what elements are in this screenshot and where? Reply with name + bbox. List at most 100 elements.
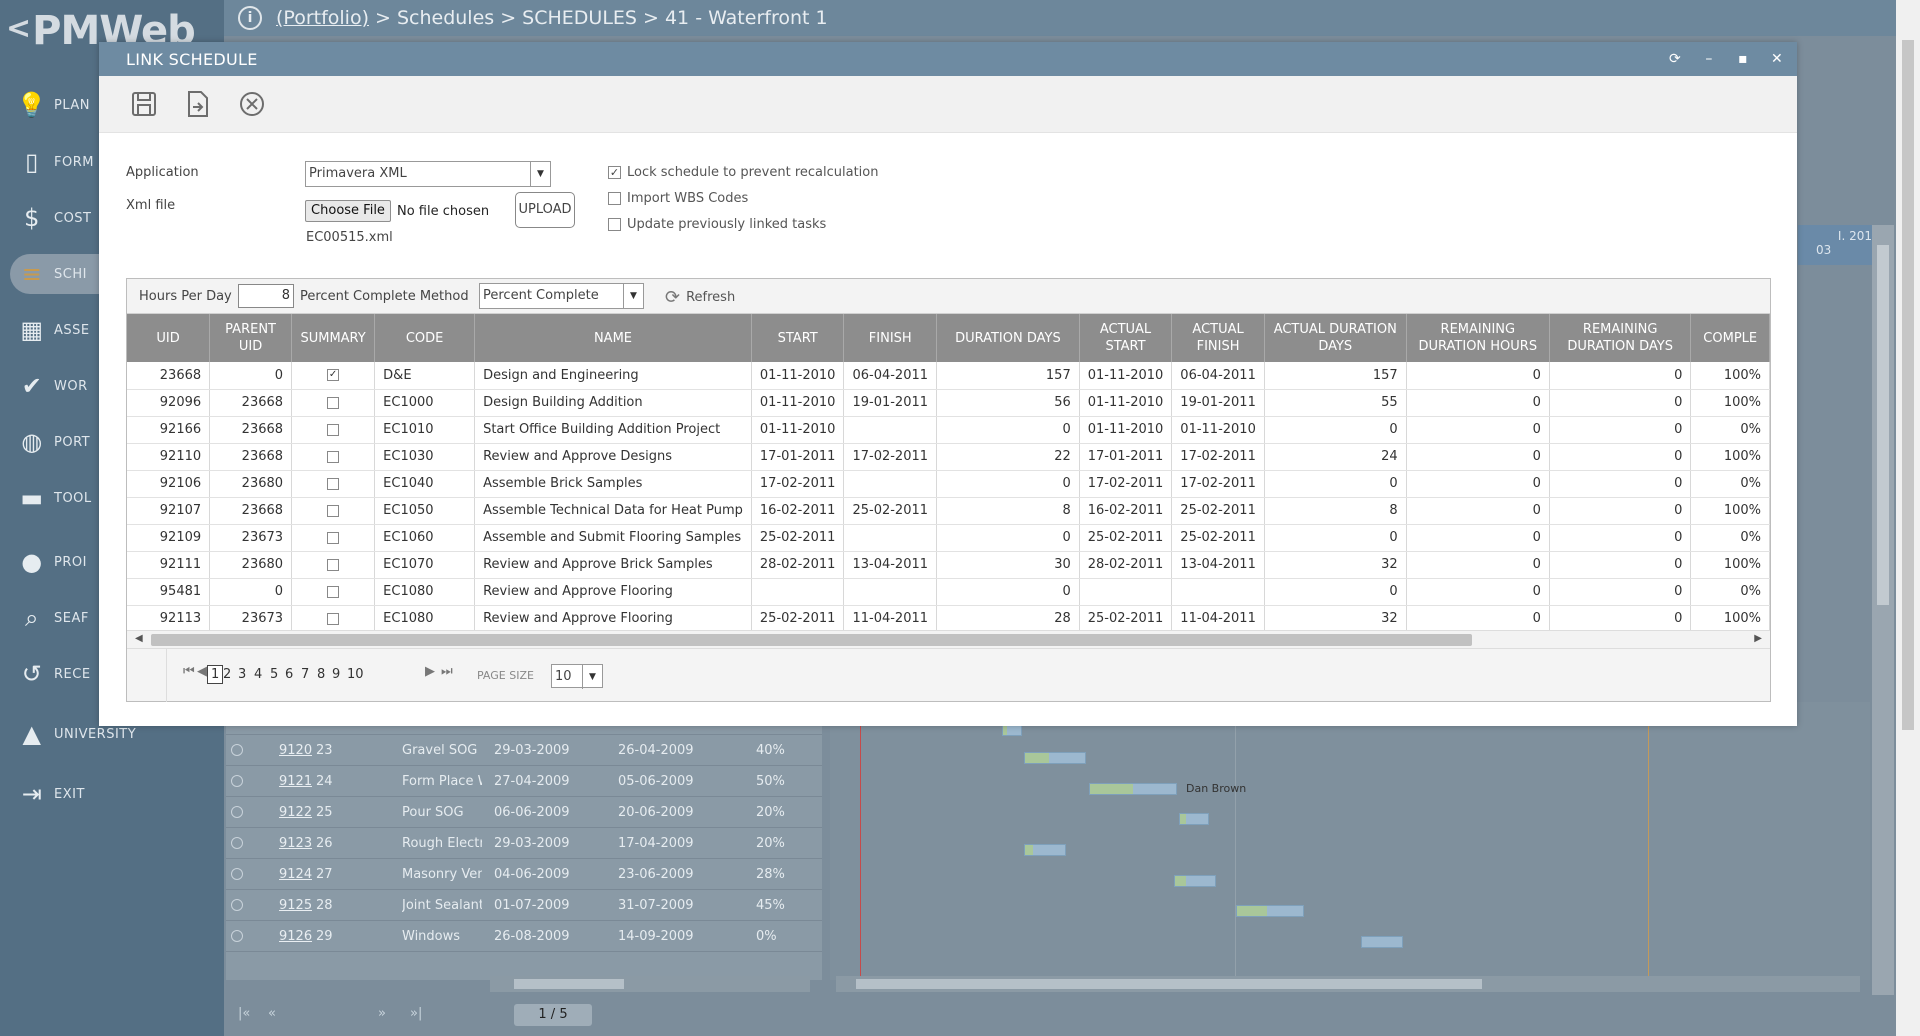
column-header[interactable]: ACTUAL FINISH: [1171, 314, 1265, 362]
chevron-down-icon[interactable]: ▼: [623, 284, 643, 308]
bg-vertical-scrollbar[interactable]: [1872, 225, 1894, 995]
gantt-bar[interactable]: [1236, 905, 1304, 917]
table-row[interactable]: 92113 23673 EC1080 Review and Approve Floor…: [127, 605, 1770, 630]
table-row[interactable]: 23668 0 ✓ D&E Design and Engineering 01-11-20…: [127, 362, 1770, 390]
page-number-10[interactable]: 10: [347, 667, 364, 682]
update-linked-tasks-checkbox[interactable]: Update previously linked tasks: [608, 217, 826, 232]
import-file-icon[interactable]: [183, 89, 213, 119]
next-page-icon[interactable]: ▶: [425, 664, 435, 679]
page-number-4[interactable]: 4: [254, 667, 263, 682]
sidebar-item-plan[interactable]: 💡 PLAN: [10, 85, 220, 125]
table-row[interactable]: 92111 23680 EC1070 Review and Approve Brick…: [127, 551, 1770, 579]
sidebar-item-asse[interactable]: ▦ ASSE: [10, 310, 220, 350]
hours-per-day-input[interactable]: 8: [238, 284, 294, 308]
task-link[interactable]: 9126: [279, 929, 313, 944]
refresh-button[interactable]: ⟳ Refresh: [665, 287, 736, 308]
checkbox-icon[interactable]: [327, 423, 340, 436]
cancel-icon[interactable]: [237, 89, 267, 119]
task-link[interactable]: 9121: [279, 774, 313, 789]
table-row[interactable]: 92106 23680 EC1040 Assemble Brick Samples 17…: [127, 470, 1770, 498]
chevron-down-icon[interactable]: ▼: [530, 162, 550, 186]
import-wbs-checkbox[interactable]: Import WBS Codes: [608, 191, 748, 206]
bg-gantt-scrollbar[interactable]: [836, 976, 1860, 992]
page-number-9[interactable]: 9: [332, 667, 341, 682]
page-number-5[interactable]: 5: [270, 667, 279, 682]
application-select[interactable]: Primavera XML ▼: [305, 161, 551, 187]
column-header[interactable]: NAME: [474, 314, 752, 362]
column-header[interactable]: REMAINING DURATION HOURS: [1406, 314, 1550, 362]
prev-page-icon[interactable]: «: [268, 1006, 276, 1021]
lock-schedule-checkbox[interactable]: ✓ Lock schedule to prevent recalculation: [608, 165, 879, 180]
last-page-icon[interactable]: »|: [410, 1006, 423, 1021]
row-select-icon[interactable]: [231, 775, 243, 787]
scroll-right-icon[interactable]: ▶: [1754, 633, 1762, 644]
minimize-icon[interactable]: –: [1705, 51, 1713, 67]
table-row[interactable]: 92166 23668 EC1010 Start Office Building Ad…: [127, 416, 1770, 444]
background-table-row[interactable]: 9123 26 Rough Electri 29-03-2009 17-04-2009 2…: [226, 828, 822, 859]
background-table-row[interactable]: 9120 23 Gravel SOG 29-03-2009 26-04-2009 40%: [226, 735, 822, 766]
checkbox-icon[interactable]: [327, 585, 340, 598]
checkbox-icon[interactable]: [327, 612, 340, 625]
sidebar-item-wor[interactable]: ✔ WOR: [10, 366, 220, 406]
next-page-icon[interactable]: »: [378, 1006, 386, 1021]
close-icon[interactable]: ✕: [1770, 51, 1784, 67]
checkbox-icon[interactable]: [327, 504, 340, 517]
background-table-row[interactable]: 9124 27 Masonry Ven 04-06-2009 23-06-2009 28%: [226, 859, 822, 890]
column-header[interactable]: DURATION DAYS: [936, 314, 1080, 362]
checkbox-icon[interactable]: [327, 450, 340, 463]
checkbox-icon[interactable]: [327, 396, 340, 409]
column-header[interactable]: PARENT UID: [209, 314, 293, 362]
row-select-icon[interactable]: [231, 837, 243, 849]
background-table-row[interactable]: 9122 25 Pour SOG 06-06-2009 20-06-2009 20%: [226, 797, 822, 828]
column-header[interactable]: START: [751, 314, 845, 362]
checkbox-checked-icon[interactable]: ✓: [327, 369, 340, 382]
column-header[interactable]: SUMMARY: [291, 314, 376, 362]
page-number-8[interactable]: 8: [317, 667, 326, 682]
sidebar-item-tool[interactable]: ▬ TOOL: [10, 478, 220, 518]
checkbox-icon[interactable]: [608, 192, 621, 205]
gantt-bar[interactable]: [1024, 844, 1066, 856]
column-header[interactable]: CODE: [374, 314, 476, 362]
sidebar-item-university[interactable]: ▲ UNIVERSITY: [10, 714, 220, 754]
column-header[interactable]: FINISH: [843, 314, 938, 362]
gantt-bar[interactable]: [1174, 875, 1216, 887]
checkbox-icon[interactable]: [327, 531, 340, 544]
page-number-6[interactable]: 6: [285, 667, 294, 682]
background-table-row[interactable]: 9126 29 Windows 26-08-2009 14-09-2009 0%: [226, 921, 822, 952]
table-row[interactable]: 92110 23668 EC1030 Review and Approve Desig…: [127, 443, 1770, 471]
info-icon[interactable]: i: [238, 6, 262, 30]
column-header[interactable]: REMAINING DURATION DAYS: [1549, 314, 1692, 362]
page-number-1[interactable]: 1: [207, 665, 224, 684]
table-row[interactable]: 92107 23668 EC1050 Assemble Technical Data …: [127, 497, 1770, 525]
scrollbar-thumb[interactable]: [151, 634, 1472, 646]
sidebar-item-form[interactable]: ▯ FORM: [10, 142, 220, 182]
task-link[interactable]: 9122: [279, 805, 313, 820]
table-row[interactable]: 92109 23673 EC1060 Assemble and Submit Floo…: [127, 524, 1770, 552]
table-row[interactable]: 92096 23668 EC1000 Design Building Addition…: [127, 389, 1770, 417]
row-select-icon[interactable]: [231, 899, 243, 911]
page-indicator[interactable]: 1 / 5: [514, 1004, 592, 1026]
row-select-icon[interactable]: [231, 930, 243, 942]
choose-file-button[interactable]: Choose File: [305, 200, 391, 222]
gantt-bar[interactable]: [1089, 783, 1177, 795]
background-table-row[interactable]: 9125 28 Joint Sealant 01-07-2009 31-07-2009 4…: [226, 890, 822, 921]
sidebar-item-seaf[interactable]: ⌕ SEAF: [10, 598, 220, 638]
checkbox-icon[interactable]: [327, 477, 340, 490]
background-table-row[interactable]: 9121 24 Form Place W 27-04-2009 05-06-2009 50…: [226, 766, 822, 797]
column-header[interactable]: COMPLE: [1690, 314, 1770, 362]
column-header[interactable]: ACTUAL START: [1079, 314, 1173, 362]
task-link[interactable]: 9123: [279, 836, 313, 851]
sidebar-item-cost[interactable]: $ COST: [10, 198, 220, 238]
bg-horizontal-scrollbar[interactable]: [490, 976, 810, 992]
page-size-select[interactable]: 10 ▼: [551, 664, 603, 689]
prev-page-icon[interactable]: ◀: [197, 664, 207, 679]
sidebar-item-exit[interactable]: ⇥ EXIT: [10, 774, 220, 814]
refresh-window-icon[interactable]: ⟳: [1668, 51, 1682, 67]
scroll-left-icon[interactable]: ◀: [135, 633, 143, 644]
column-header[interactable]: ACTUAL DURATION DAYS: [1264, 314, 1407, 362]
page-number-7[interactable]: 7: [301, 667, 310, 682]
first-page-icon[interactable]: |«: [238, 1006, 251, 1021]
sidebar-item-rece[interactable]: ↺ RECE: [10, 654, 220, 694]
page-number-3[interactable]: 3: [238, 667, 247, 682]
page-number-2[interactable]: 2: [223, 667, 232, 682]
